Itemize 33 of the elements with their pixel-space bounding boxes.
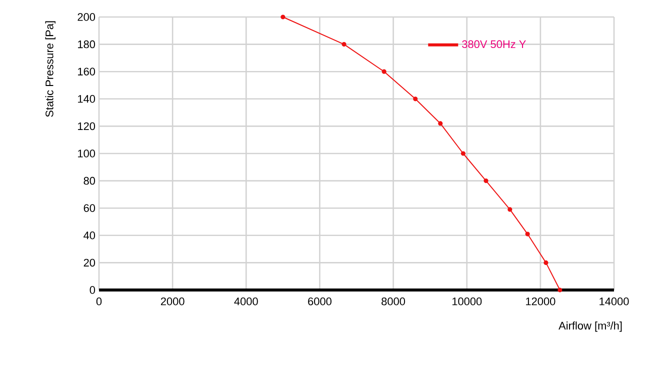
point: [280, 14, 286, 20]
y-tick-label: 180: [78, 40, 96, 48]
x-tick-label: 12000: [526, 298, 556, 306]
point: [382, 69, 386, 74]
x-tick-label: 0: [96, 298, 102, 306]
x-tick-label: 14000: [600, 298, 629, 306]
y-tick-label: 140: [78, 95, 96, 103]
y-axis-title: Static Pressure [Pa]: [45, 21, 56, 117]
point: [484, 178, 488, 184]
point: [342, 42, 346, 47]
y-tick-label: 200: [78, 13, 96, 21]
point: [460, 151, 466, 156]
y-tick-label: 160: [78, 68, 96, 76]
x-tick-label: 10000: [452, 298, 482, 306]
point: [438, 121, 443, 126]
point: [508, 207, 512, 212]
y-tick-label: 20: [84, 258, 96, 267]
x-tick-label: 2000: [160, 298, 184, 306]
point: [413, 96, 418, 102]
x-tick-label: 6000: [308, 298, 332, 306]
y-tick-label: 100: [78, 150, 96, 158]
point: [525, 232, 530, 236]
y-tick-label: 40: [84, 232, 96, 240]
y-tick-label: 60: [84, 204, 96, 212]
y-tick-label: 0: [90, 286, 96, 294]
x-tick-label: 8000: [382, 298, 406, 306]
y-tick-label: 120: [78, 122, 96, 130]
x-axis-title: Airflow [m³/h]: [558, 322, 622, 332]
x-tick-label: 4000: [234, 298, 258, 306]
y-tick-label: 80: [84, 176, 96, 185]
point: [558, 288, 562, 292]
legend-label: 380V 50Hz Y: [462, 40, 526, 48]
point: [544, 260, 548, 265]
